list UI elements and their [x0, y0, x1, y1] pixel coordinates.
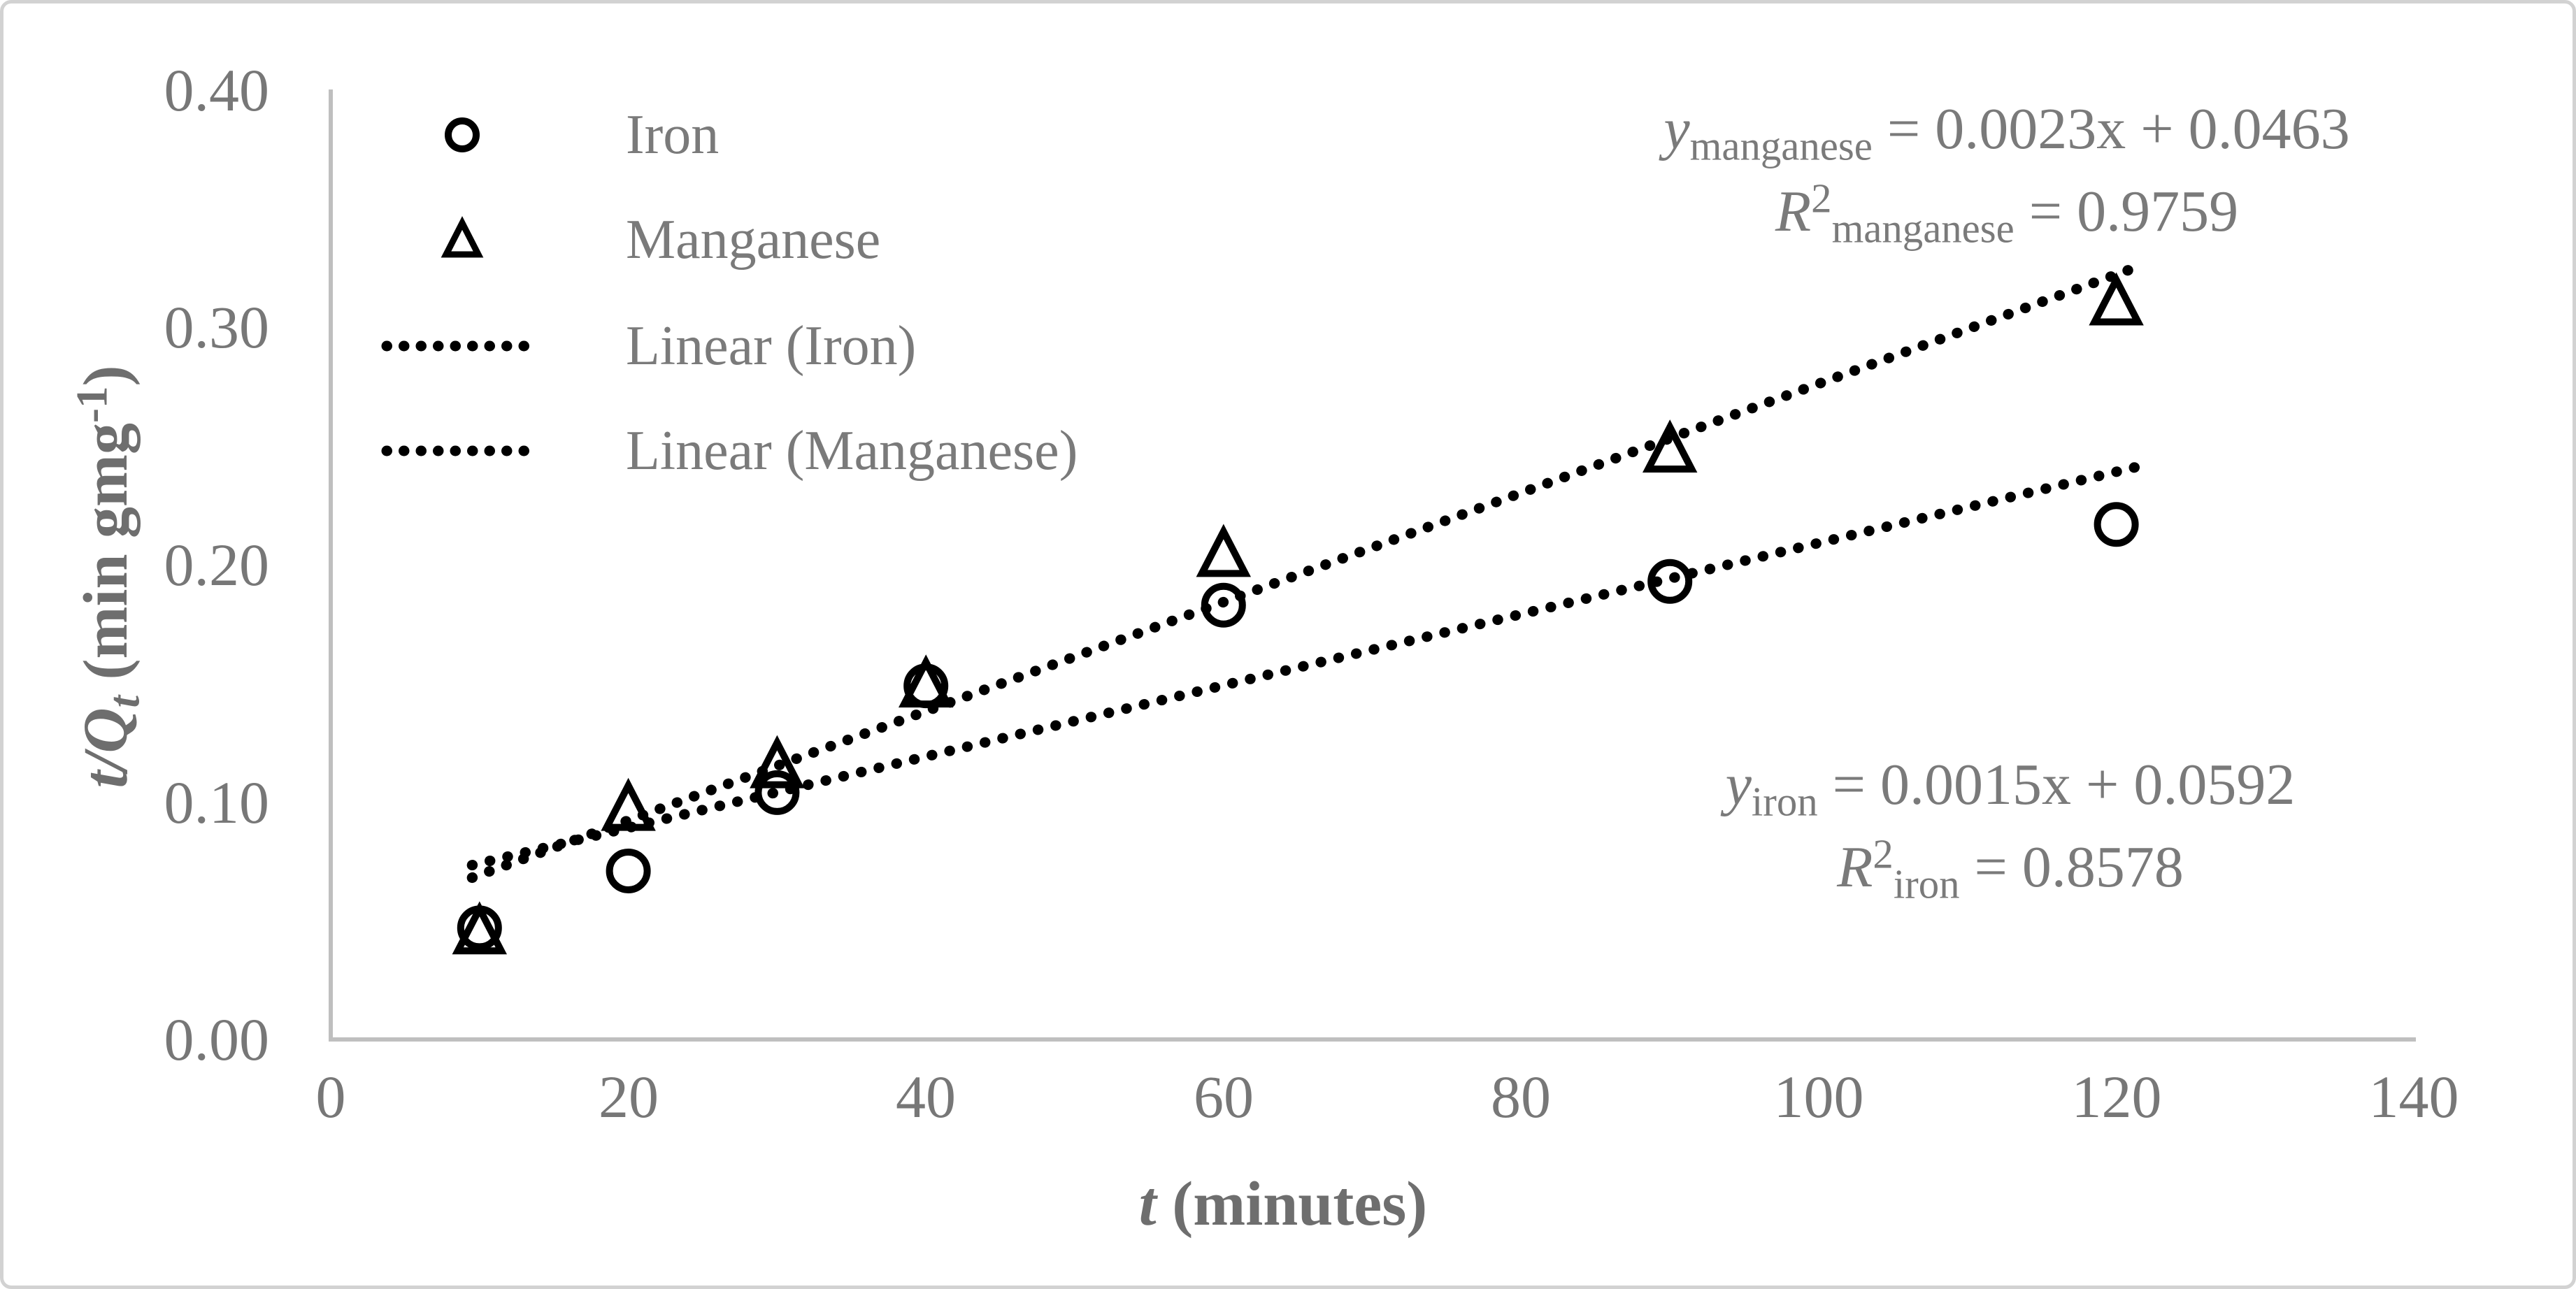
manganese-triangle-icon: [441, 216, 484, 258]
data-point-iron: [1201, 582, 1246, 628]
x-tick-label: 80: [1491, 1063, 1551, 1130]
trendline-linear-manganese-: [466, 261, 2145, 884]
x-tick-label: 40: [896, 1063, 956, 1130]
legend-label: Linear (Iron): [626, 315, 917, 377]
data-point-manganese: [452, 901, 508, 955]
data-point-manganese: [898, 654, 954, 708]
manganese-r-squared: R2manganese = 0.9759: [1775, 175, 2239, 252]
legend-label: Iron: [626, 104, 720, 166]
y-tick-label: 0.40: [164, 57, 270, 124]
manganese-trendline-equation: ymanganese = 0.0023x + 0.0463: [1663, 96, 2350, 169]
y-tick-label: 0.10: [164, 769, 270, 836]
data-point-manganese: [750, 735, 805, 788]
legend-item-linear-manganese-: Linear (Manganese): [381, 405, 1078, 496]
plot-area: [329, 89, 2416, 1042]
x-tick-label: 60: [1194, 1063, 1254, 1130]
x-tick-label: 20: [599, 1063, 659, 1130]
data-point-manganese: [1642, 419, 1698, 473]
x-axis-title: t (minutes): [1138, 1169, 1428, 1239]
legend-label: Manganese: [626, 209, 881, 271]
x-tick-label: 0: [315, 1063, 346, 1130]
x-tick-label: 100: [1773, 1063, 1864, 1130]
iron-trendline-equation: yiron = 0.0015x + 0.0592: [1725, 752, 2296, 825]
trendline-linear-iron-: [466, 461, 2145, 871]
y-tick-label: 0.20: [164, 531, 270, 598]
data-point-iron: [2094, 502, 2139, 547]
data-point-manganese: [601, 777, 656, 831]
x-tick-label: 140: [2368, 1063, 2459, 1130]
iron-circle-icon: [445, 117, 480, 152]
data-point-manganese: [1196, 524, 1252, 577]
data-point-iron: [754, 770, 800, 815]
data-point-iron: [1647, 559, 1693, 604]
legend-item-manganese: Manganese: [381, 194, 880, 285]
legend-item-linear-iron-: Linear (Iron): [381, 301, 916, 391]
y-axis-title: t/Qt (min gmg-1): [67, 365, 149, 788]
data-point-iron: [606, 848, 651, 893]
y-tick-label: 0.00: [164, 1006, 270, 1073]
y-tick-label: 0.30: [164, 294, 270, 361]
iron-r-squared: R2iron = 0.8578: [1837, 831, 2184, 907]
data-point-manganese: [2089, 272, 2144, 326]
legend-label: Linear (Manganese): [626, 420, 1078, 482]
dotted-line-icon: [381, 340, 543, 352]
legend-item-iron: Iron: [381, 89, 719, 180]
x-tick-label: 120: [2071, 1063, 2162, 1130]
dotted-line-icon: [381, 445, 543, 456]
